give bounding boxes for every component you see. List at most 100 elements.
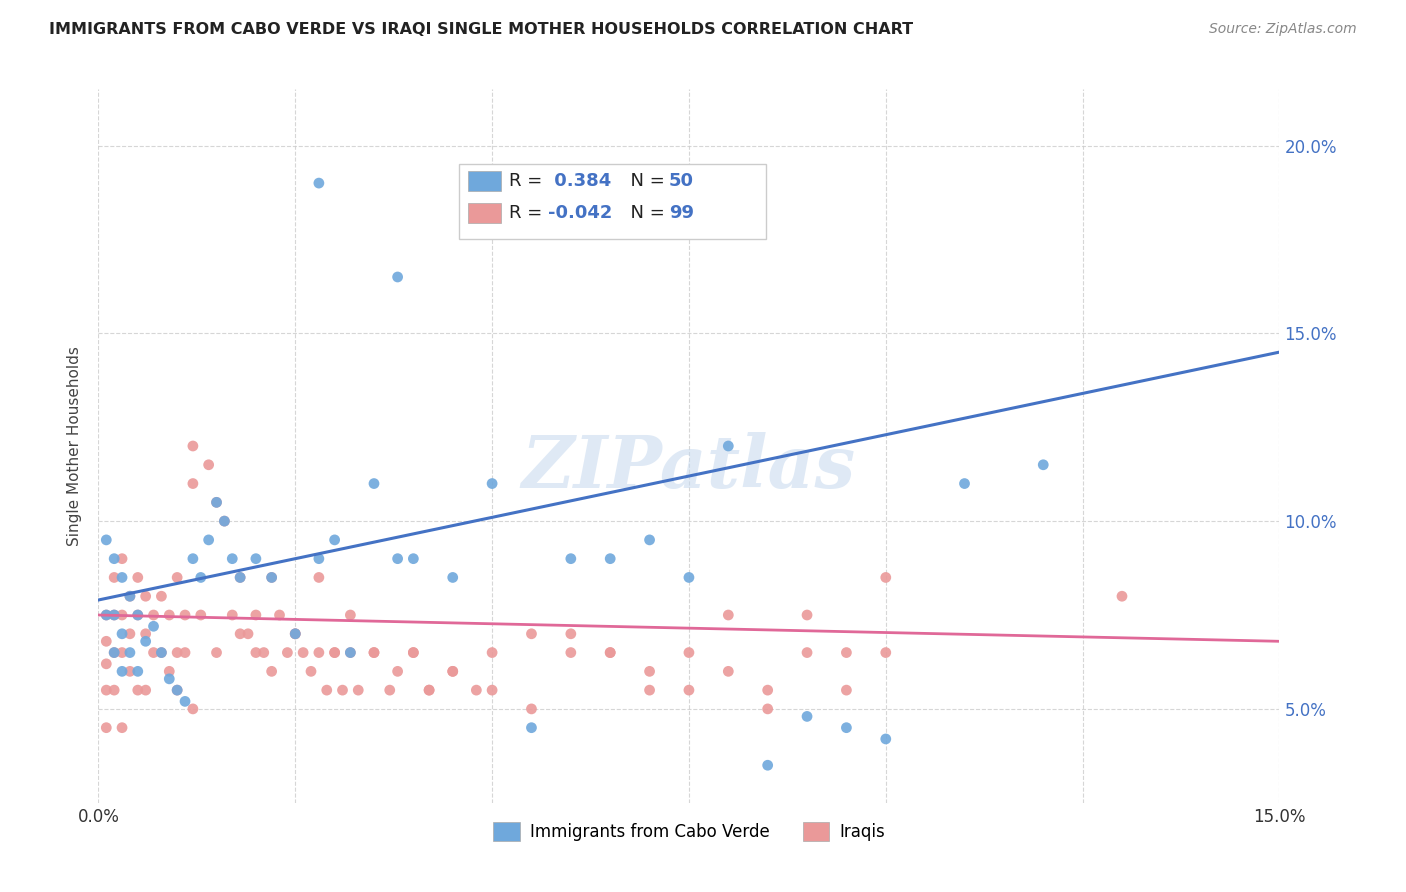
Point	[181, 476, 204, 491]
Point	[142, 646, 165, 660]
Point	[127, 607, 149, 622]
Point	[308, 176, 330, 190]
Point	[111, 646, 134, 660]
Point	[465, 683, 488, 698]
Legend: Immigrants from Cabo Verde, Iraqis: Immigrants from Cabo Verde, Iraqis	[486, 815, 891, 848]
Point	[638, 665, 661, 679]
Point	[214, 514, 236, 528]
Point	[260, 570, 283, 584]
Point	[260, 570, 283, 584]
Point	[835, 646, 858, 660]
Point	[118, 627, 141, 641]
Text: 50: 50	[669, 172, 695, 190]
Point	[157, 672, 180, 686]
Point	[599, 646, 621, 660]
Point	[481, 476, 503, 491]
Point	[205, 646, 228, 660]
Text: R =: R =	[509, 172, 548, 190]
Point	[332, 683, 354, 698]
Text: 99: 99	[669, 203, 695, 221]
Point	[717, 607, 740, 622]
Point	[387, 270, 409, 285]
Point	[323, 646, 346, 660]
Point	[118, 665, 141, 679]
Point	[875, 646, 897, 660]
Point	[166, 683, 188, 698]
Point	[181, 702, 204, 716]
Point	[157, 607, 180, 622]
Point	[166, 683, 188, 698]
Point	[835, 683, 858, 698]
Point	[638, 683, 661, 698]
Point	[315, 683, 337, 698]
Point	[96, 607, 118, 622]
Point	[245, 646, 267, 660]
Point	[796, 646, 818, 660]
Point	[118, 589, 141, 603]
Point	[678, 683, 700, 698]
Text: ZIPatlas: ZIPatlas	[522, 432, 856, 503]
Point	[402, 646, 425, 660]
Point	[323, 533, 346, 547]
Point	[229, 570, 252, 584]
Point	[111, 607, 134, 622]
Point	[96, 657, 118, 671]
Point	[221, 551, 243, 566]
Point	[166, 570, 188, 584]
Point	[308, 551, 330, 566]
Point	[299, 665, 322, 679]
Point	[142, 607, 165, 622]
Point	[387, 551, 409, 566]
Point	[103, 607, 125, 622]
Point	[181, 551, 204, 566]
Point	[174, 607, 197, 622]
Point	[127, 665, 149, 679]
Point	[756, 702, 779, 716]
Point	[1032, 458, 1054, 472]
Point	[441, 570, 464, 584]
Point	[339, 646, 361, 660]
Text: Source: ZipAtlas.com: Source: ZipAtlas.com	[1209, 22, 1357, 37]
Point	[363, 646, 385, 660]
Point	[796, 607, 818, 622]
Point	[441, 665, 464, 679]
Point	[157, 665, 180, 679]
Text: N =: N =	[619, 172, 671, 190]
Point	[284, 627, 307, 641]
Point	[638, 533, 661, 547]
Text: IMMIGRANTS FROM CABO VERDE VS IRAQI SINGLE MOTHER HOUSEHOLDS CORRELATION CHART: IMMIGRANTS FROM CABO VERDE VS IRAQI SING…	[49, 22, 914, 37]
Point	[174, 694, 197, 708]
Point	[111, 721, 134, 735]
Point	[284, 627, 307, 641]
Point	[292, 646, 315, 660]
Point	[205, 495, 228, 509]
Point	[96, 721, 118, 735]
Point	[229, 627, 252, 641]
Point	[245, 551, 267, 566]
Point	[875, 570, 897, 584]
Point	[599, 646, 621, 660]
Point	[1111, 589, 1133, 603]
Point	[260, 665, 283, 679]
Point	[127, 607, 149, 622]
Point	[363, 646, 385, 660]
Point	[402, 551, 425, 566]
Point	[269, 607, 291, 622]
Point	[181, 439, 204, 453]
Point	[103, 683, 125, 698]
Point	[481, 683, 503, 698]
Point	[103, 551, 125, 566]
Point	[796, 709, 818, 723]
Point	[103, 646, 125, 660]
Point	[118, 589, 141, 603]
Point	[308, 570, 330, 584]
Point	[756, 758, 779, 772]
Point	[599, 551, 621, 566]
Point	[402, 646, 425, 660]
Point	[387, 665, 409, 679]
Point	[197, 533, 219, 547]
Point	[190, 570, 212, 584]
Text: 0.384: 0.384	[548, 172, 612, 190]
Point	[111, 665, 134, 679]
Point	[103, 570, 125, 584]
